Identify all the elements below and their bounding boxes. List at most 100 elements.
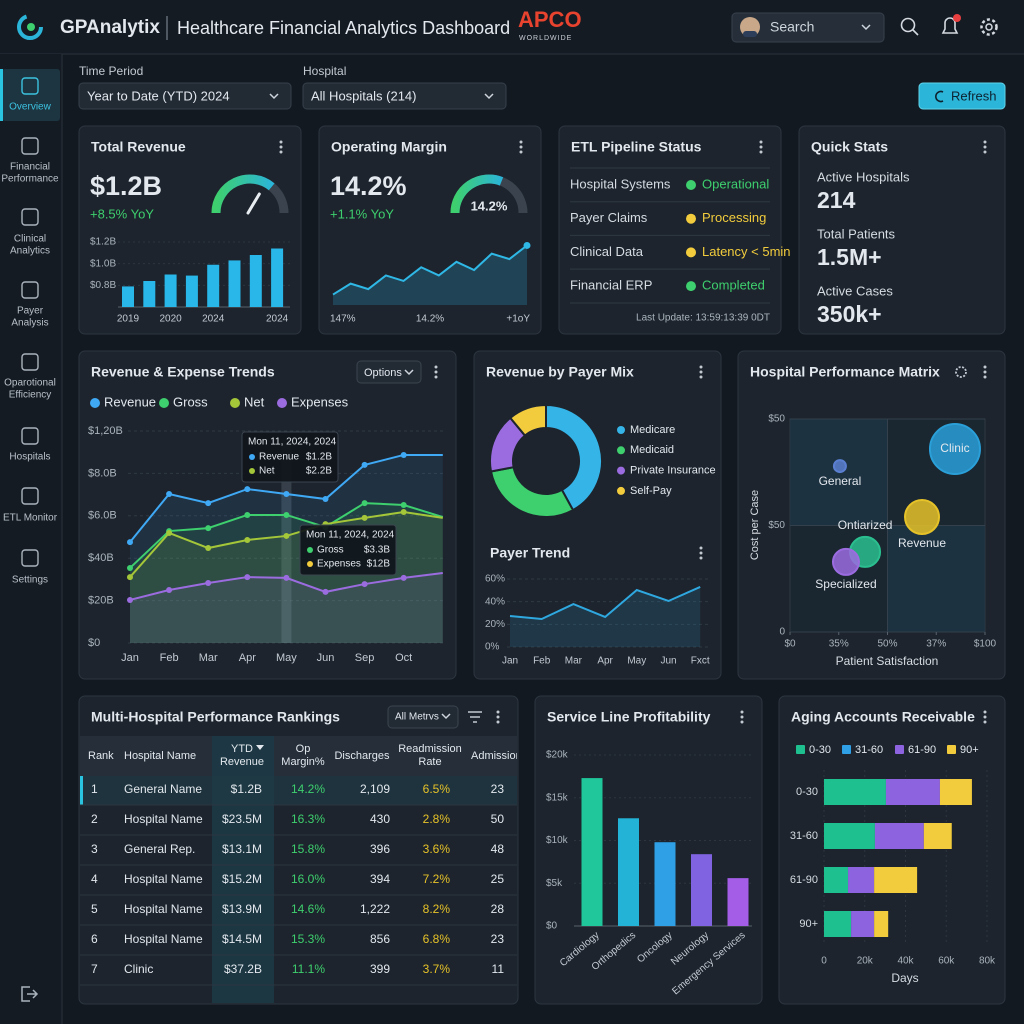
y-tick-label: $1.2B — [90, 237, 116, 248]
more-menu[interactable] — [496, 710, 500, 724]
hospital-select[interactable] — [302, 82, 507, 110]
menu-dot — [699, 370, 703, 374]
bubble-label: Clinic — [940, 441, 969, 455]
x-tick-label: Feb — [533, 656, 551, 667]
nav-icon[interactable] — [21, 281, 39, 299]
stat-value: 214 — [817, 187, 856, 213]
nav-icon[interactable] — [21, 208, 39, 226]
tooltip-label: Expenses — [317, 559, 361, 570]
menu-dot — [519, 145, 523, 149]
nav-label[interactable]: Hospitals — [9, 452, 50, 463]
column-header[interactable]: Hospital Name — [124, 750, 196, 762]
series-point — [205, 500, 212, 507]
nav-icon[interactable] — [21, 137, 39, 155]
table-cell: $37.2B — [224, 962, 262, 976]
legend-label: Net — [244, 394, 265, 409]
column-header[interactable]: Rate — [418, 756, 441, 768]
more-menu[interactable] — [699, 365, 703, 379]
column-header[interactable]: Admission — [471, 750, 522, 762]
y-tick-label: $50 — [768, 520, 785, 531]
x-tick-label: Apr — [239, 652, 256, 664]
column-header[interactable]: Discharges — [334, 750, 390, 762]
tooltip — [299, 524, 397, 576]
logout-icon[interactable] — [21, 986, 39, 1002]
nav-icon[interactable] — [21, 487, 39, 505]
column-header[interactable]: Revenue — [220, 756, 264, 768]
menu-dot — [434, 370, 438, 374]
more-menu[interactable] — [983, 140, 987, 154]
more-menu[interactable] — [759, 140, 763, 154]
filter-value[interactable]: All Metrvs — [395, 712, 439, 723]
nav-label[interactable]: ETL Monitor — [3, 513, 58, 524]
menu-dot — [496, 715, 500, 719]
nav-active[interactable] — [2, 69, 60, 121]
options-button[interactable] — [356, 360, 422, 384]
table-cell: 8.2% — [423, 902, 451, 916]
more-menu[interactable] — [519, 140, 523, 154]
more-menu[interactable] — [434, 365, 438, 379]
nav-icon[interactable] — [21, 353, 39, 371]
table-header — [80, 736, 517, 776]
refresh-label[interactable]: Refresh — [951, 88, 997, 103]
nav-label[interactable]: Analytics — [10, 246, 50, 257]
bar — [271, 248, 284, 307]
table-cell: 430 — [370, 812, 390, 826]
nav-label[interactable]: Clinical — [14, 234, 46, 245]
nav-icon[interactable] — [21, 77, 39, 95]
gauge-fill — [211, 174, 275, 214]
column-header[interactable]: Rank — [88, 750, 114, 762]
x-axis-title: Patient Satisfaction — [836, 654, 939, 668]
nav-icon[interactable] — [21, 427, 39, 445]
more-menu[interactable] — [279, 140, 283, 154]
options-label[interactable]: Options — [364, 367, 402, 379]
select-value[interactable]: All Hospitals (214) — [311, 88, 417, 103]
bar — [618, 818, 639, 926]
filter-icon[interactable] — [468, 711, 482, 723]
x-tick-label: Mar — [199, 652, 218, 664]
nav-active-indicator — [0, 69, 3, 121]
series-point — [205, 545, 212, 552]
x-tick-label: Sep — [355, 652, 375, 664]
search-box[interactable] — [731, 12, 885, 43]
nav-label[interactable]: Overview — [9, 102, 51, 113]
series-point — [361, 514, 368, 521]
more-menu[interactable] — [983, 710, 987, 724]
menu-dot — [740, 715, 744, 719]
settings-icon[interactable] — [980, 18, 998, 36]
metric-filter[interactable] — [387, 705, 459, 729]
notification-icon[interactable] — [941, 17, 959, 34]
partner-logo: APCO — [518, 7, 582, 32]
gauge-needle — [246, 192, 261, 215]
nav-label[interactable]: Oparotional — [4, 378, 56, 389]
table-cell: 396 — [370, 842, 390, 856]
x-tick-label: Jun — [660, 656, 676, 667]
more-menu[interactable] — [983, 365, 987, 379]
nav-icon[interactable] — [21, 549, 39, 567]
more-menu[interactable] — [740, 710, 744, 724]
x-tick-label: 2020 — [159, 314, 182, 325]
search-placeholder[interactable]: Search — [770, 19, 814, 35]
column-header[interactable]: Op — [296, 743, 311, 755]
x-tick-label: Mar — [565, 656, 583, 667]
refresh-button[interactable] — [918, 82, 1006, 110]
matrix-settings[interactable] — [955, 366, 967, 378]
series-point — [205, 525, 212, 532]
nav-label[interactable]: Performance — [1, 174, 59, 185]
nav-label[interactable]: Financial — [10, 162, 50, 173]
stat-value: 350k+ — [817, 301, 882, 327]
column-header[interactable]: Readmission — [398, 743, 462, 755]
y-tick-label: 0% — [485, 642, 500, 653]
table-cell: 6 — [91, 932, 98, 946]
select-value[interactable]: Year to Date (YTD) 2024 — [87, 88, 230, 103]
row-highlight[interactable] — [80, 776, 517, 805]
column-header[interactable]: YTD — [231, 743, 253, 755]
more-menu[interactable] — [699, 546, 703, 560]
nav-label[interactable]: Efficiency — [9, 390, 52, 401]
nav-label[interactable]: Settings — [12, 575, 48, 586]
column-header[interactable]: Margin% — [281, 756, 325, 768]
time-period-select[interactable] — [78, 82, 292, 110]
nav-label[interactable]: Analysis — [11, 318, 48, 329]
search-icon[interactable] — [900, 17, 916, 33]
nav-label[interactable]: Payer — [17, 306, 44, 317]
chevron — [404, 369, 414, 376]
